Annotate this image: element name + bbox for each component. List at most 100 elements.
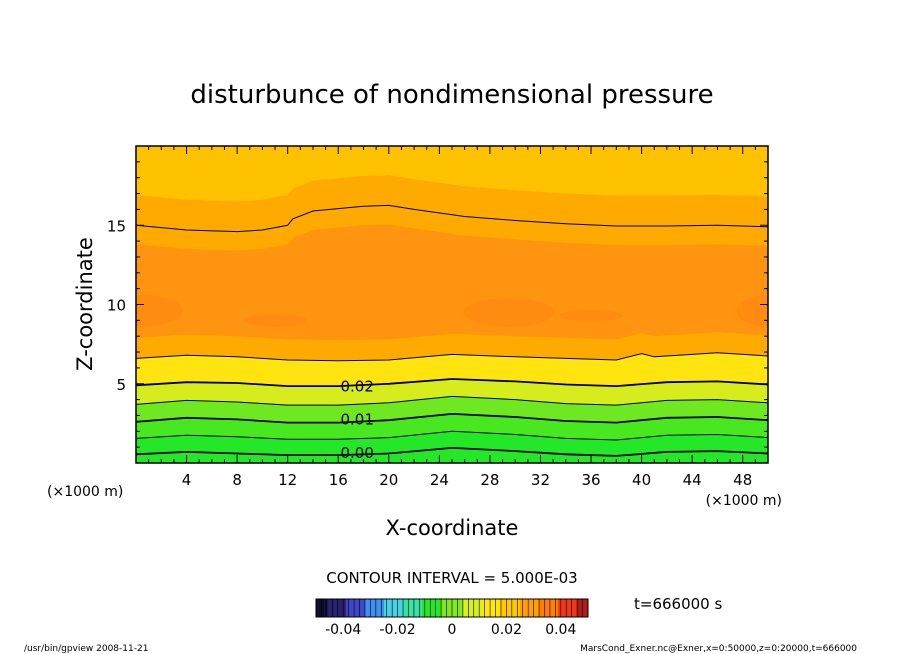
contour-interval-text: CONTOUR INTERVAL = 5.000E-03 [326, 569, 577, 587]
x-tick-label: 32 [531, 471, 550, 489]
colorbar-swatch [522, 599, 526, 617]
contour-label: 0.00 [340, 444, 373, 462]
colorbar-swatch [479, 599, 483, 617]
colorbar-swatch [503, 599, 507, 617]
colorbar-swatch [511, 599, 515, 617]
colorbar-swatch [476, 599, 480, 617]
colorbar-swatch [324, 599, 328, 617]
colorbar-swatch [492, 599, 496, 617]
colorbar-swatch [571, 599, 575, 617]
contour-labels: 0.02 0.01 0.00 [340, 377, 373, 462]
colorbar-swatch [416, 599, 420, 617]
chart-title: disturbunce of nondimensional pressure [190, 80, 713, 110]
band-001 [136, 413, 768, 440]
colorbar-swatch [585, 599, 589, 617]
colorbar-swatch [386, 599, 390, 617]
colorbar-swatch [329, 599, 333, 617]
colorbar-swatch [397, 599, 401, 617]
colorbar-swatch [378, 599, 382, 617]
x-tick-label: 44 [683, 471, 702, 489]
colorbar-swatch [384, 599, 387, 617]
colorbar-swatch [579, 599, 583, 617]
colorbar-swatch [340, 599, 344, 617]
colorbar-swatch [454, 599, 458, 617]
colorbar-swatch [359, 599, 363, 617]
colorbar-swatch [343, 599, 347, 617]
colorbar-swatch [351, 599, 355, 617]
colorbar-swatch [337, 599, 341, 617]
colorbar-swatch [370, 599, 374, 617]
contour-line [136, 446, 768, 457]
colorbar-swatch [364, 599, 368, 617]
colorbar-swatch [514, 599, 518, 617]
colorbar-swatch [392, 599, 396, 617]
colorbar-swatch [362, 599, 366, 617]
colorbar-swatch [563, 599, 567, 617]
x-tick-label: 36 [581, 471, 600, 489]
colorbar-swatch [367, 599, 371, 617]
colorbar-swatch [528, 599, 532, 617]
colorbar-swatch [411, 599, 415, 617]
colorbar-swatch [582, 599, 586, 617]
colorbar-swatch [520, 599, 523, 617]
colorbar-swatch [348, 599, 352, 617]
colorbar-tick-label: 0.02 [491, 622, 522, 638]
colorbar-swatch [577, 599, 581, 617]
x-tick-label: 20 [379, 471, 398, 489]
colorbar-swatch [441, 599, 445, 617]
colorbar-swatch [326, 599, 330, 617]
colorbar-swatch [544, 599, 548, 617]
contour-label: 0.01 [340, 411, 373, 429]
contour-line [136, 204, 768, 233]
colorbar-swatch [419, 599, 423, 617]
colorbar-swatch [481, 599, 485, 617]
colorbar-swatch [541, 599, 545, 617]
colorbar-swatch [568, 599, 572, 617]
colorbar-swatch [539, 599, 542, 617]
colorbar-swatch [422, 599, 425, 617]
colorbar-swatch [555, 599, 559, 617]
x-unit-left: (×1000 m) [47, 484, 123, 500]
pressure-max-0 [136, 294, 183, 327]
contour-line [136, 378, 768, 388]
x-tick-label: 16 [329, 471, 348, 489]
colorbar-swatch [427, 599, 431, 617]
pressure-field [136, 146, 768, 463]
colorbar-swatch [332, 599, 336, 617]
colorbar-swatch [405, 599, 409, 617]
colorbar-swatch [547, 599, 551, 617]
footer-right: MarsCond_Exner.nc@Exner,x=0:50000,z=0:20… [580, 644, 857, 654]
colorbar-swatch [495, 599, 499, 617]
x-tick-label: 24 [430, 471, 449, 489]
colorbar-swatch [443, 599, 447, 617]
colorbar-swatch [500, 599, 504, 617]
contour-line [136, 412, 768, 424]
colorbar-swatch [413, 599, 417, 617]
pressure-max-3 [559, 310, 623, 322]
colorbar-swatch [552, 599, 556, 617]
colorbar-swatch [560, 599, 564, 617]
colorbar-swatch [558, 599, 561, 617]
colorbar-swatch [525, 599, 529, 617]
colorbar-swatch [335, 599, 338, 617]
colorbar-swatch [460, 599, 464, 617]
colorbar-swatch [465, 599, 469, 617]
colorbar-swatch [373, 599, 377, 617]
x-tick-label: 28 [480, 471, 499, 489]
x-unit-right: (×1000 m) [706, 493, 782, 509]
colorbar-swatch [490, 599, 493, 617]
colorbar-swatch [438, 599, 442, 617]
x-tick-label: 40 [632, 471, 651, 489]
colorbar-swatch [533, 599, 537, 617]
colorbar-swatch [484, 599, 488, 617]
y-axis: 5 10 15 [107, 161, 768, 448]
band-002 [136, 379, 768, 406]
colorbar-swatch [446, 599, 450, 617]
colorbar-swatch [517, 599, 521, 617]
colorbar-swatch [424, 599, 428, 617]
y-axis-label: Z-coordinate [73, 237, 97, 371]
colorbar-swatch [462, 599, 466, 617]
colorbar-swatch [375, 599, 379, 617]
colorbar-swatch [509, 599, 513, 617]
colorbar-swatch [345, 599, 349, 617]
